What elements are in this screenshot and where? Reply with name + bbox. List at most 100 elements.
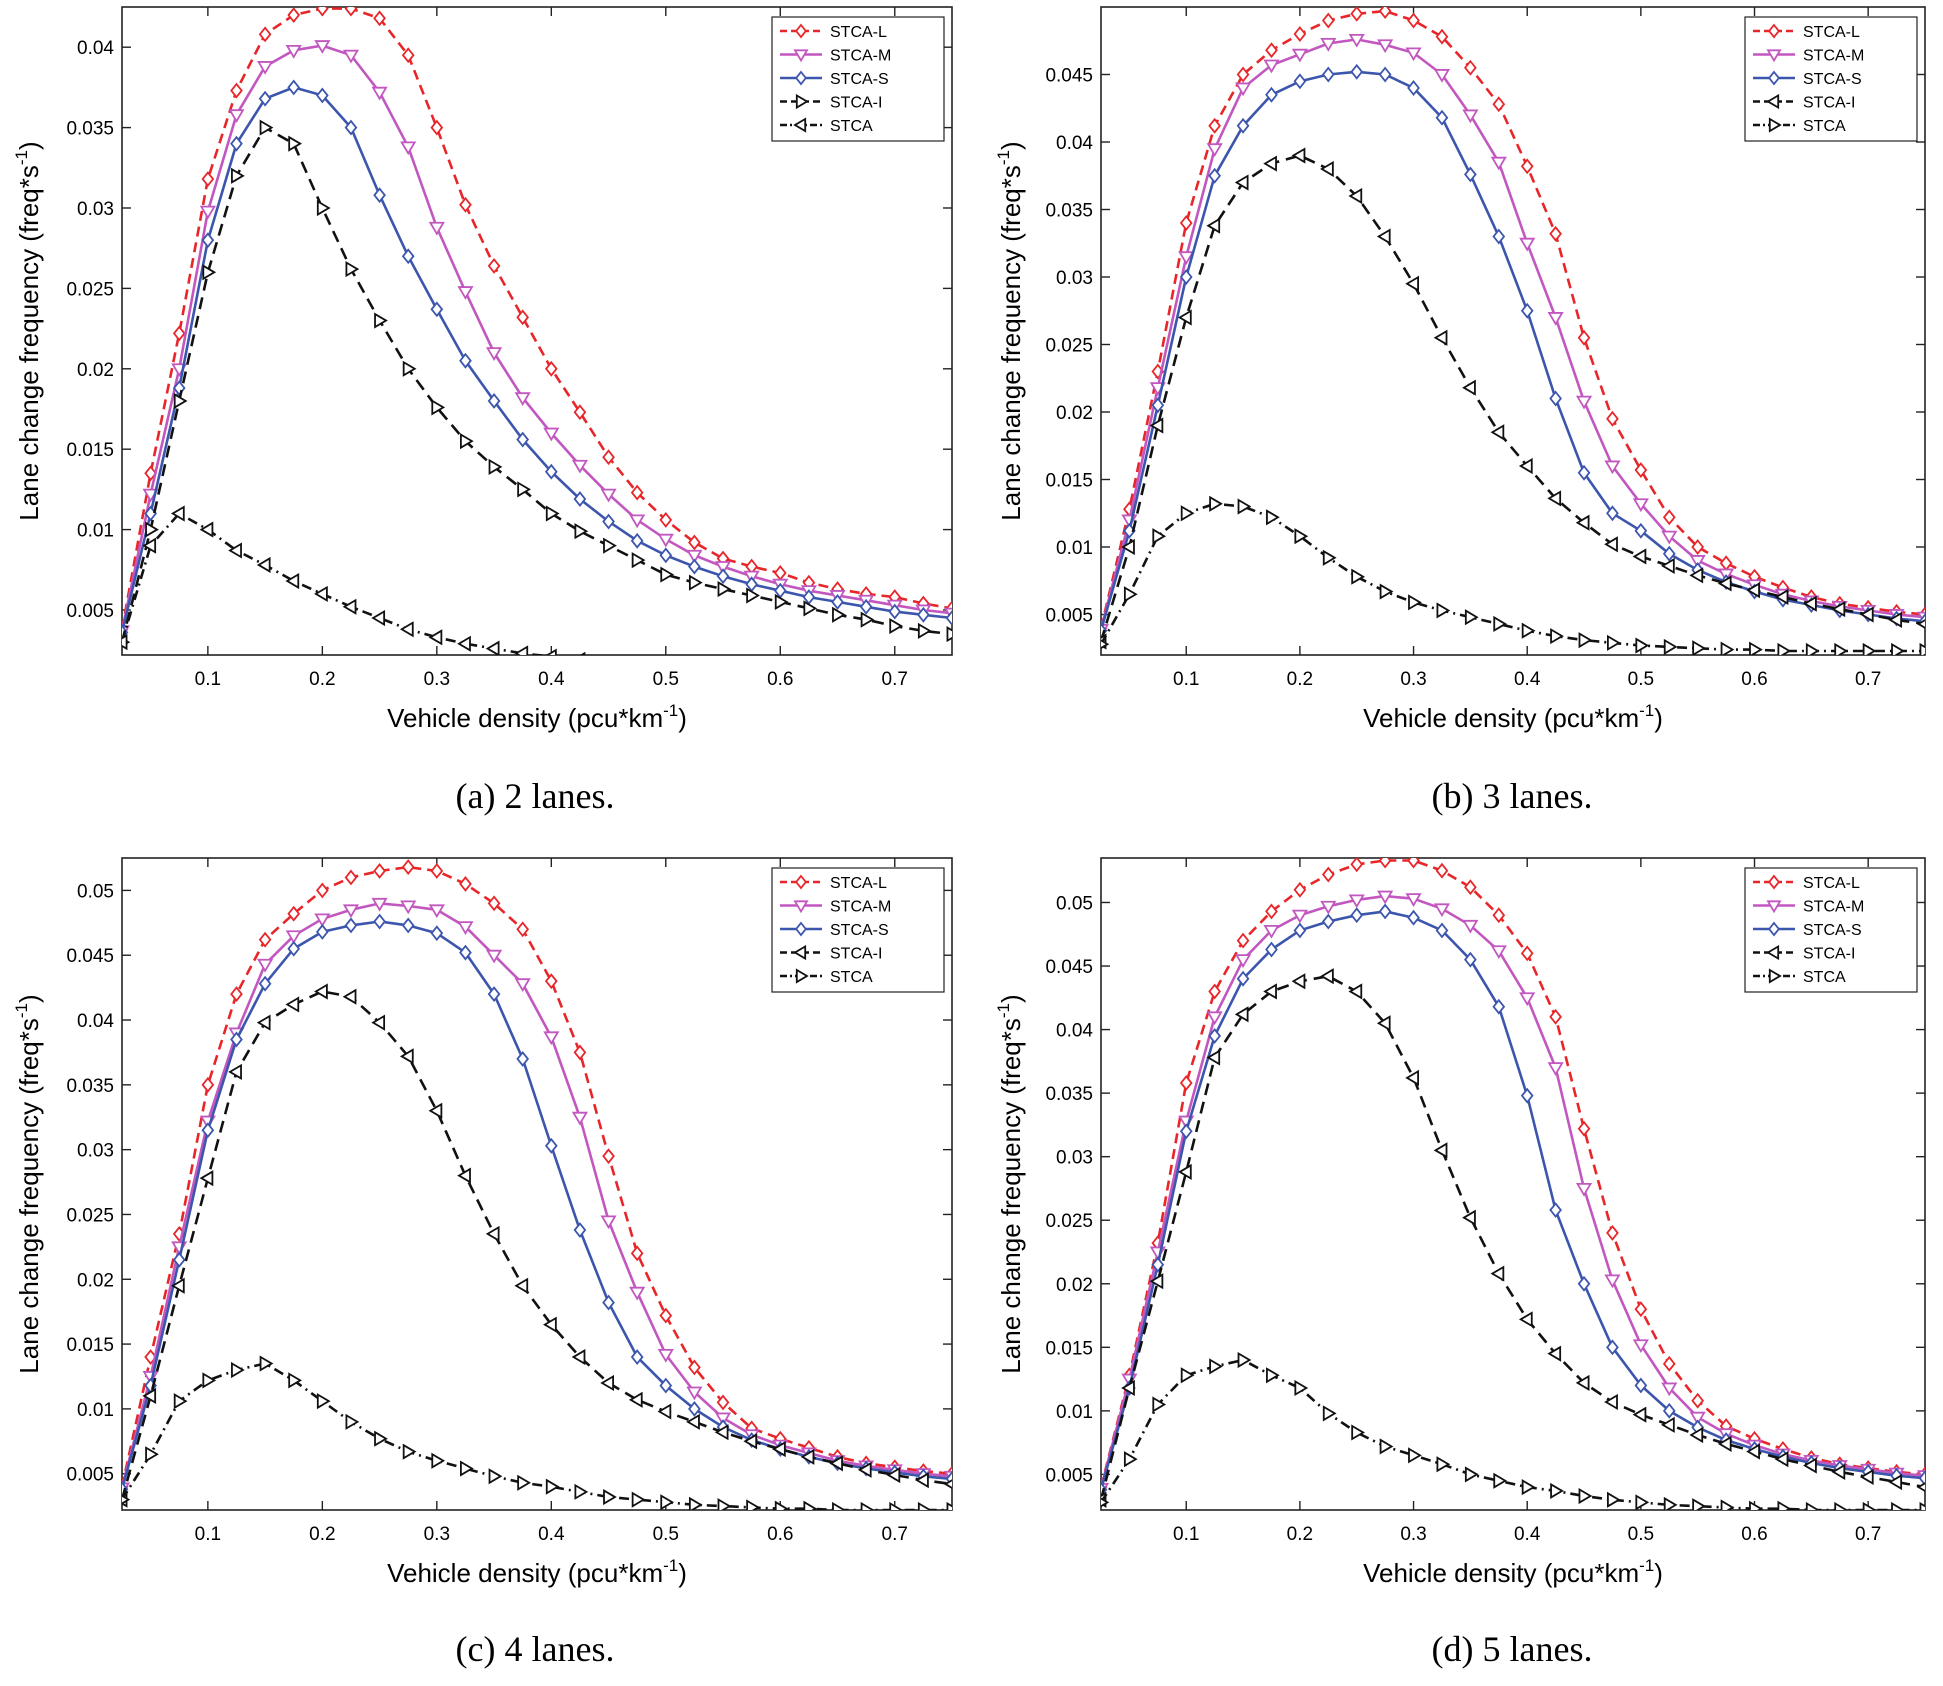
x-tick-label: 0.2	[1287, 1524, 1313, 1545]
data-point	[1720, 641, 1735, 655]
y-axis-label: Lane change frequency (freq*s-1)	[994, 994, 1026, 1373]
legend-marker	[1768, 874, 1780, 890]
data-point	[1632, 498, 1649, 513]
data-point	[1635, 637, 1650, 654]
data-point	[1662, 1402, 1676, 1419]
y-tick-label: 0.02	[1056, 403, 1093, 424]
data-point	[1234, 82, 1252, 97]
data-point	[1746, 1443, 1760, 1460]
data-point	[228, 542, 242, 559]
data-point	[1179, 215, 1193, 231]
x-tick-label: 0.7	[1855, 1524, 1881, 1545]
data-point	[431, 1452, 446, 1469]
data-point	[1378, 858, 1392, 869]
series-stca-i	[122, 983, 952, 1508]
data-point	[774, 1500, 789, 1510]
data-point	[1263, 924, 1280, 939]
data-point	[230, 82, 243, 99]
y-axis-label: Lane change frequency (freq*s-1)	[12, 994, 44, 1373]
data-point	[657, 1349, 674, 1363]
data-point	[917, 622, 932, 639]
data-point	[342, 49, 360, 64]
data-point	[1407, 80, 1420, 96]
data-point	[485, 949, 503, 964]
data-point	[315, 923, 329, 940]
data-point	[1604, 536, 1618, 553]
chart-svg: 0.1 0.2 0.3 0.4 0.5 0.6 0.7 0.005 0.01 0.015 0.02 0…	[994, 6, 1926, 733]
data-point	[1549, 1202, 1562, 1218]
data-point	[660, 1494, 675, 1510]
data-point	[344, 7, 358, 17]
data-point	[1405, 47, 1422, 62]
series-stca	[122, 1355, 952, 1510]
chart-panel-b: 0.1 0.2 0.3 0.4 0.5 0.6 0.7 0.005 0.01 0.015 0.02 0…	[982, 0, 1943, 843]
data-point	[430, 119, 444, 136]
data-point	[1291, 48, 1308, 63]
legend-marker	[795, 23, 807, 39]
data-point	[485, 1225, 500, 1242]
data-point	[1720, 1499, 1735, 1510]
data-point	[516, 431, 530, 448]
data-point	[202, 264, 217, 281]
x-tick-label: 0.1	[1173, 1524, 1199, 1545]
data-point	[659, 1377, 673, 1394]
data-point	[256, 556, 271, 574]
data-point	[1265, 941, 1278, 958]
y-tick-label: 0.02	[77, 360, 114, 381]
data-point	[630, 1349, 644, 1365]
data-point	[344, 119, 358, 136]
data-point	[1577, 329, 1591, 346]
data-point	[1234, 1006, 1249, 1023]
data-point	[917, 676, 928, 689]
data-point	[373, 187, 386, 204]
data-point	[1321, 66, 1335, 83]
x-tick-label: 0.2	[309, 1524, 335, 1545]
y-tick-label: 0.05	[1056, 893, 1093, 914]
data-point	[487, 895, 501, 912]
y-tick-label: 0.025	[66, 1205, 114, 1226]
data-point	[459, 352, 472, 369]
data-point	[803, 1500, 818, 1510]
data-point	[516, 309, 530, 326]
x-tick-label: 0.5	[1628, 1524, 1654, 1545]
data-point	[688, 666, 699, 679]
data-point	[459, 433, 474, 450]
data-point	[1320, 38, 1337, 52]
y-tick-label: 0.03	[77, 1141, 114, 1162]
data-point	[1236, 117, 1250, 134]
data-point	[889, 1501, 904, 1510]
data-point	[258, 90, 272, 107]
legend-label: STCA-L	[830, 24, 887, 41]
y-tick-label: 0.045	[1045, 66, 1093, 87]
data-point	[717, 669, 728, 682]
series-stca-l	[122, 7, 952, 638]
y-tick-label: 0.035	[66, 119, 114, 140]
data-point	[1717, 575, 1732, 592]
data-point	[1291, 909, 1308, 924]
data-point	[287, 905, 301, 922]
data-point	[288, 135, 302, 152]
y-tick-label: 0.01	[77, 1400, 114, 1421]
data-point	[401, 47, 415, 64]
data-point	[1606, 1491, 1621, 1508]
data-point	[860, 676, 871, 689]
data-point	[259, 119, 274, 136]
data-point	[945, 610, 952, 626]
data-point	[1490, 1265, 1505, 1282]
data-point	[199, 1170, 214, 1187]
legend-label: STCA-I	[830, 946, 882, 963]
caption-b: (b) 3 lanes.	[1431, 776, 1593, 816]
data-point	[857, 1461, 872, 1478]
data-point	[772, 1441, 786, 1458]
data-point	[603, 537, 617, 554]
data-point	[459, 1460, 474, 1477]
data-point	[1692, 1498, 1706, 1510]
data-point	[170, 505, 185, 522]
data-point	[428, 1102, 443, 1119]
data-point	[657, 533, 674, 548]
data-point	[428, 629, 443, 646]
data-point	[1179, 1075, 1193, 1091]
legend-label: STCA-L	[1803, 24, 1860, 41]
data-point	[1550, 1482, 1564, 1500]
data-point	[1862, 1501, 1877, 1510]
